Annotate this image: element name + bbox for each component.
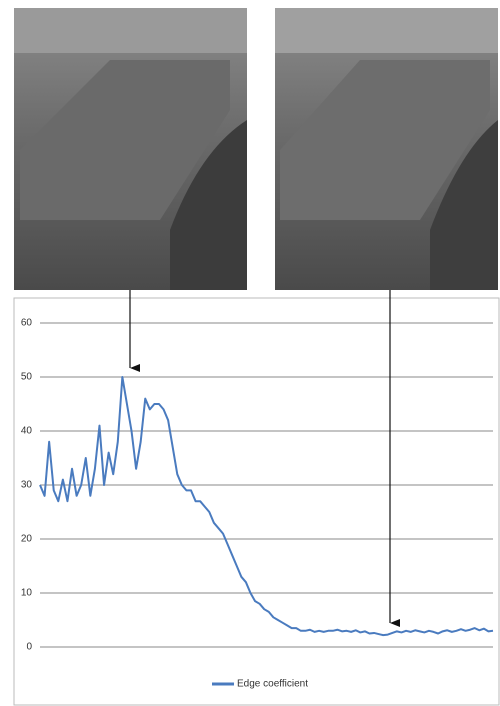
y-tick-label: 30 — [21, 480, 33, 491]
photo-right — [275, 8, 498, 290]
figure: 0 10 20 30 40 50 60 Edge coefficient — [0, 0, 500, 706]
y-tick-label: 50 — [21, 372, 33, 383]
chart-frame — [14, 298, 499, 705]
legend-label: Edge coefficient — [237, 679, 308, 690]
y-tick-label: 40 — [21, 426, 33, 437]
y-tick-label: 0 — [26, 642, 32, 653]
y-tick-label: 10 — [21, 588, 33, 599]
plot-area: 0 10 20 30 40 50 60 Edge coefficient — [21, 318, 493, 690]
y-tick-label: 60 — [21, 318, 33, 329]
data-line — [40, 377, 493, 635]
photo-left — [14, 8, 247, 290]
y-tick-label: 20 — [21, 534, 33, 545]
